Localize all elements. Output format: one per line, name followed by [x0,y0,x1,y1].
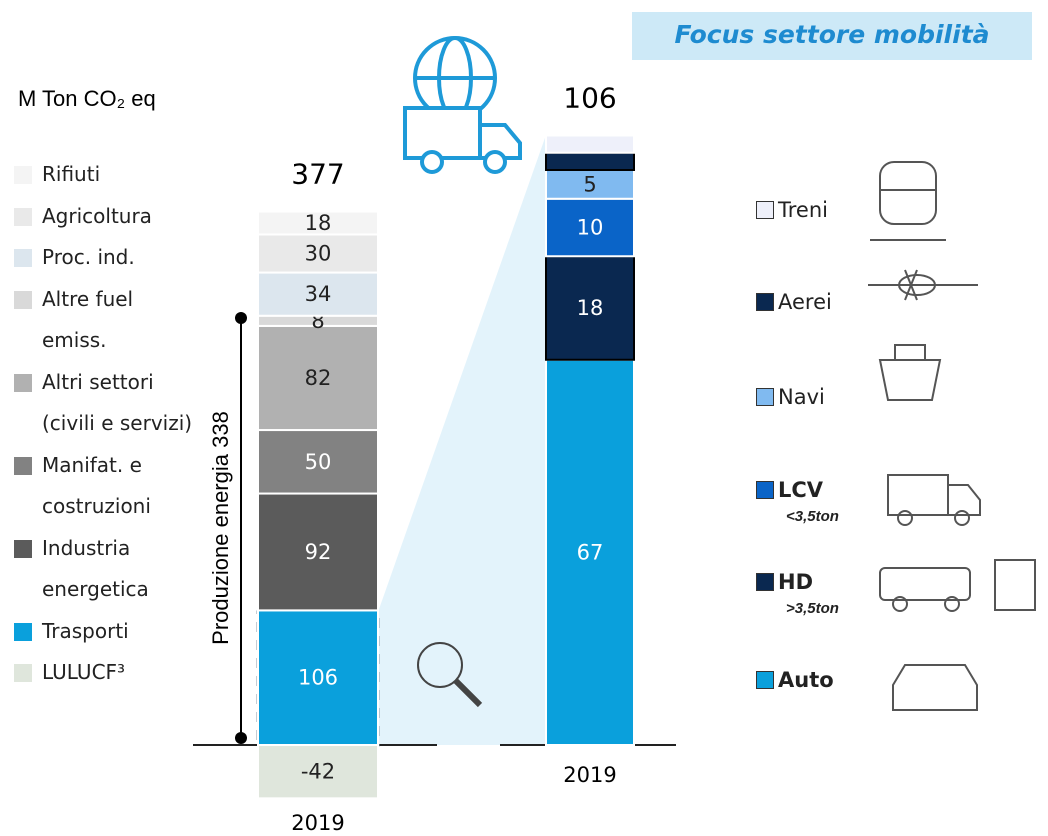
magnifier-icon [417,642,483,708]
legend-item: Altre fuel emiss. [14,279,194,362]
legend-label: Navi [778,385,825,409]
truck-icon [403,36,522,174]
legend-item: Agricoltura [14,196,194,238]
x-tick-label: 2019 [291,811,344,835]
legend-item: Auto [756,668,834,692]
bar-segment [545,197,635,258]
bracket-dot [235,312,247,324]
title: Focus settore mobilità [674,20,989,49]
legend-label: Treni [778,198,828,222]
legend-label: Trasporti [42,618,129,643]
annotation: Produzione energia 338 [208,411,233,645]
legend-swatch [756,671,774,689]
zoom-area [378,135,546,745]
legend-label: Industria energetica [42,535,149,602]
legend-item: Proc. ind. [14,237,194,279]
value-label: 10 [577,216,604,240]
legend-label: Rifiuti [42,162,101,186]
legend-item: Manifat. e costruzioni [14,445,194,528]
bar-segment [545,255,635,361]
legend-item: Trasporti [14,611,194,653]
legend-swatch [14,166,32,184]
value-label: 106 [298,666,338,690]
legend-label: LULUCF³ [42,660,126,684]
legend-note: >3,5ton [786,600,839,617]
legend-item: LCV <3,5ton [756,478,839,526]
bar-segment [257,429,379,495]
legend-label: Auto [778,668,834,692]
legend-swatch [14,207,32,226]
bar-segment [545,358,635,746]
value-label: 18 [305,211,332,235]
x-tick-label: 2019 [563,763,616,787]
value-label: 18 [577,296,604,320]
unit: M Ton CO₂ eq [18,86,156,111]
legend-swatch [14,622,32,641]
legend-label: Altri settori (civili e servizi) [42,369,193,436]
value-label: 92 [305,540,332,564]
legend-label: LCV [778,478,824,502]
value-label: 5 [583,172,596,196]
legend-swatch [14,373,32,392]
legend-item: Treni [756,198,828,222]
bracket-dot [235,732,247,744]
legend-swatch [14,664,32,682]
legend-item: LULUCF³ [14,652,194,694]
legend-swatch [14,539,32,558]
legend-item: HD >3,5ton [756,570,839,618]
legend-swatch [14,456,32,475]
legend-item: Industria energetica [14,528,194,611]
value-label: 82 [305,366,332,390]
legend-label: Aerei [778,290,832,314]
bar-segment [257,324,379,432]
legend-swatch [14,249,32,267]
legend-label: Proc. ind. [42,245,135,269]
legend-label: HD [778,570,814,594]
legend: Rifiuti Agricoltura Proc. ind. Altre fuel e… [14,154,194,694]
legend-swatch [14,290,32,309]
legend-item: Aerei [756,290,832,314]
legend-label: Agricoltura [42,203,152,228]
legend-item: Rifiuti [14,154,194,196]
value-label: 30 [305,242,332,266]
value-label: 34 [305,282,332,306]
legend-item: Altri settori (civili e servizi) [14,362,194,445]
legend-label: Altre fuel emiss. [42,286,134,353]
bar-segment [257,609,379,746]
legend-label: Manifat. e costruzioni [42,452,151,519]
value-label: -42 [301,760,335,784]
bar-segment [257,271,379,317]
total-label: 377 [291,158,344,191]
bar-segment [257,210,379,236]
bar-segment [257,492,379,612]
bar-segment [545,151,635,171]
bar-segment [545,134,635,154]
legend-swatch [756,481,774,499]
legend-item: Navi [756,385,825,409]
title-banner [632,12,1032,60]
bar-segment [257,744,379,800]
legend-swatch [756,388,774,406]
value-label: 67 [577,540,604,564]
legend-note: <3,5ton [786,508,839,525]
legend-swatch [756,573,774,591]
value-label: 50 [305,450,332,474]
legend-swatch [756,201,774,219]
legend-swatch [756,293,774,311]
bar-segment [257,233,379,274]
total-label: 106 [563,82,616,115]
